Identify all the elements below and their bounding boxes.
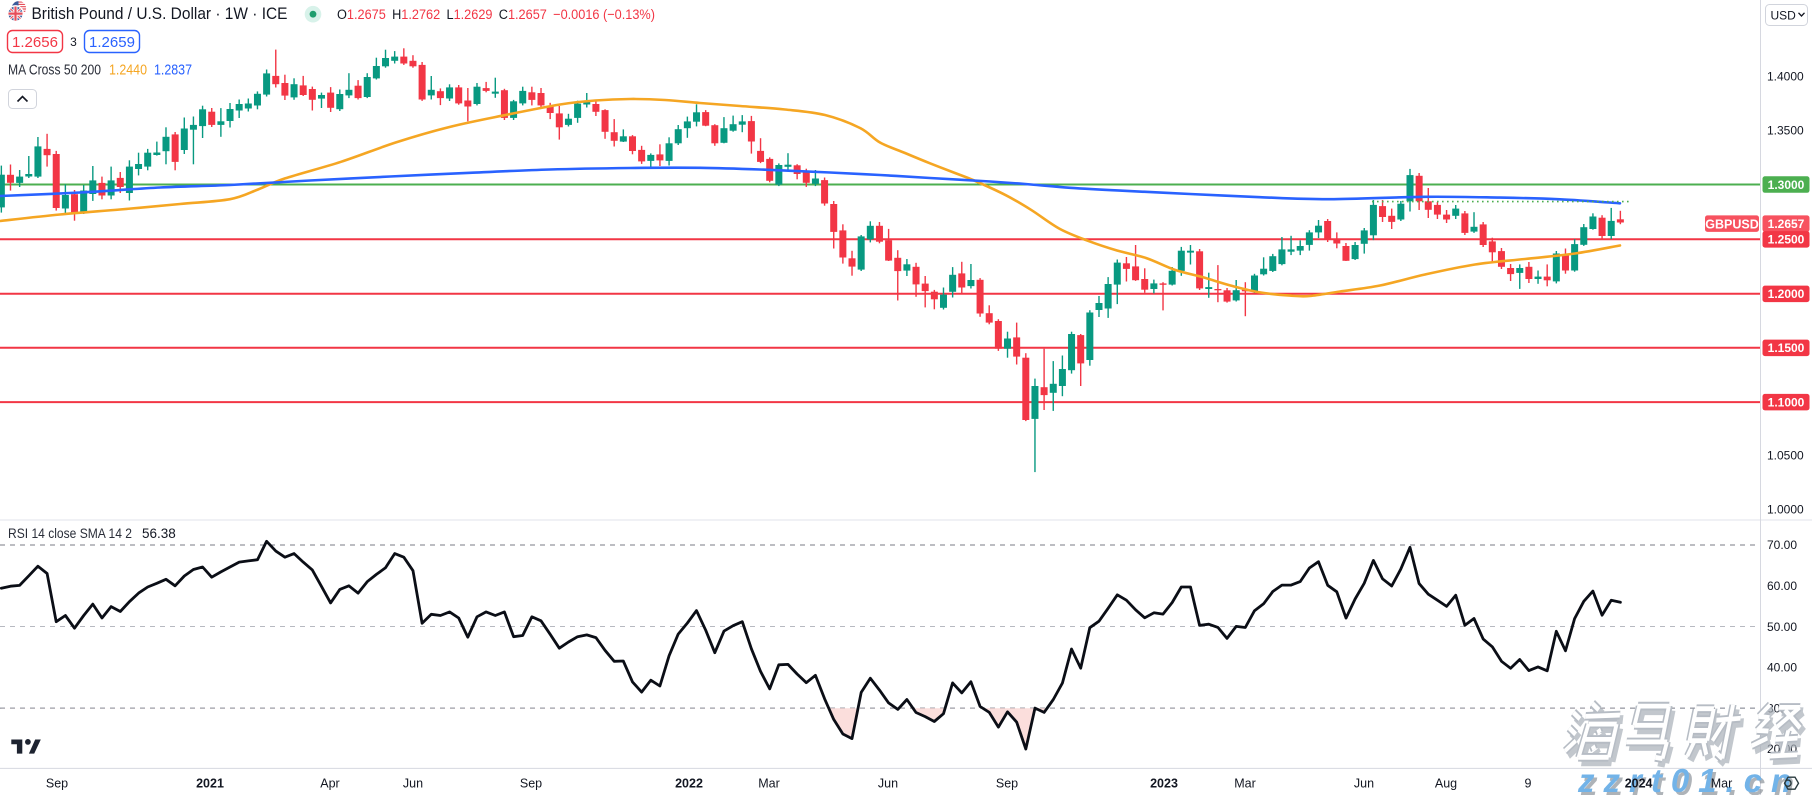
- svg-text:Jun: Jun: [1354, 777, 1374, 791]
- svg-text:1.2657: 1.2657: [1768, 217, 1805, 231]
- svg-text:1.1500: 1.1500: [1768, 341, 1805, 355]
- svg-text:Jun: Jun: [403, 777, 423, 791]
- svg-text:1.1000: 1.1000: [1768, 395, 1805, 409]
- svg-text:USD: USD: [1771, 8, 1797, 22]
- svg-text:1.3500: 1.3500: [1767, 124, 1804, 138]
- svg-text:2021: 2021: [196, 777, 224, 791]
- svg-text:Jun: Jun: [878, 777, 898, 791]
- svg-text:British Pound / U.S. Dollar ·: British Pound / U.S. Dollar · 1W · ICE: [32, 4, 288, 23]
- svg-text:60.00: 60.00: [1767, 579, 1797, 593]
- svg-text:1.2440: 1.2440: [109, 63, 147, 79]
- svg-text:zzrt01.cn: zzrt01.cn: [1577, 762, 1800, 795]
- svg-text:Mar: Mar: [1234, 777, 1256, 791]
- svg-text:Sep: Sep: [520, 777, 542, 791]
- svg-text:40.00: 40.00: [1767, 661, 1797, 675]
- svg-text:3: 3: [70, 35, 77, 49]
- svg-text:1.4000: 1.4000: [1767, 70, 1804, 84]
- svg-text:1.0500: 1.0500: [1767, 449, 1804, 463]
- svg-text:1.2656: 1.2656: [12, 34, 58, 51]
- svg-text:1.3000: 1.3000: [1768, 178, 1805, 192]
- svg-text:Sep: Sep: [996, 777, 1018, 791]
- svg-text:Aug: Aug: [1435, 777, 1457, 791]
- svg-text:GBPUSD: GBPUSD: [1705, 217, 1758, 231]
- svg-text:1.2659: 1.2659: [89, 34, 135, 51]
- svg-text:Mar: Mar: [758, 777, 780, 791]
- svg-text:2024: 2024: [1625, 777, 1653, 791]
- svg-text:1.2000: 1.2000: [1768, 287, 1805, 301]
- svg-text:2023: 2023: [1150, 777, 1178, 791]
- svg-text:9: 9: [1525, 777, 1532, 791]
- svg-text:RSI 14 close SMA 14 2: RSI 14 close SMA 14 2: [8, 526, 132, 541]
- svg-text:MA Cross 50 200: MA Cross 50 200: [8, 63, 101, 79]
- svg-text:50.00: 50.00: [1767, 620, 1797, 634]
- svg-text:Sep: Sep: [46, 777, 68, 791]
- svg-text:56.38: 56.38: [142, 526, 176, 541]
- svg-text:Apr: Apr: [320, 777, 339, 791]
- svg-text:zzrt01.cn: zzrt01.cn: [1580, 765, 1803, 795]
- svg-text:1.0000: 1.0000: [1767, 503, 1804, 517]
- svg-text:70.00: 70.00: [1767, 538, 1797, 552]
- svg-text:1.2837: 1.2837: [154, 63, 192, 79]
- svg-text:2022: 2022: [675, 777, 703, 791]
- svg-text:1.2500: 1.2500: [1768, 233, 1805, 247]
- svg-text:Mar: Mar: [1711, 777, 1733, 791]
